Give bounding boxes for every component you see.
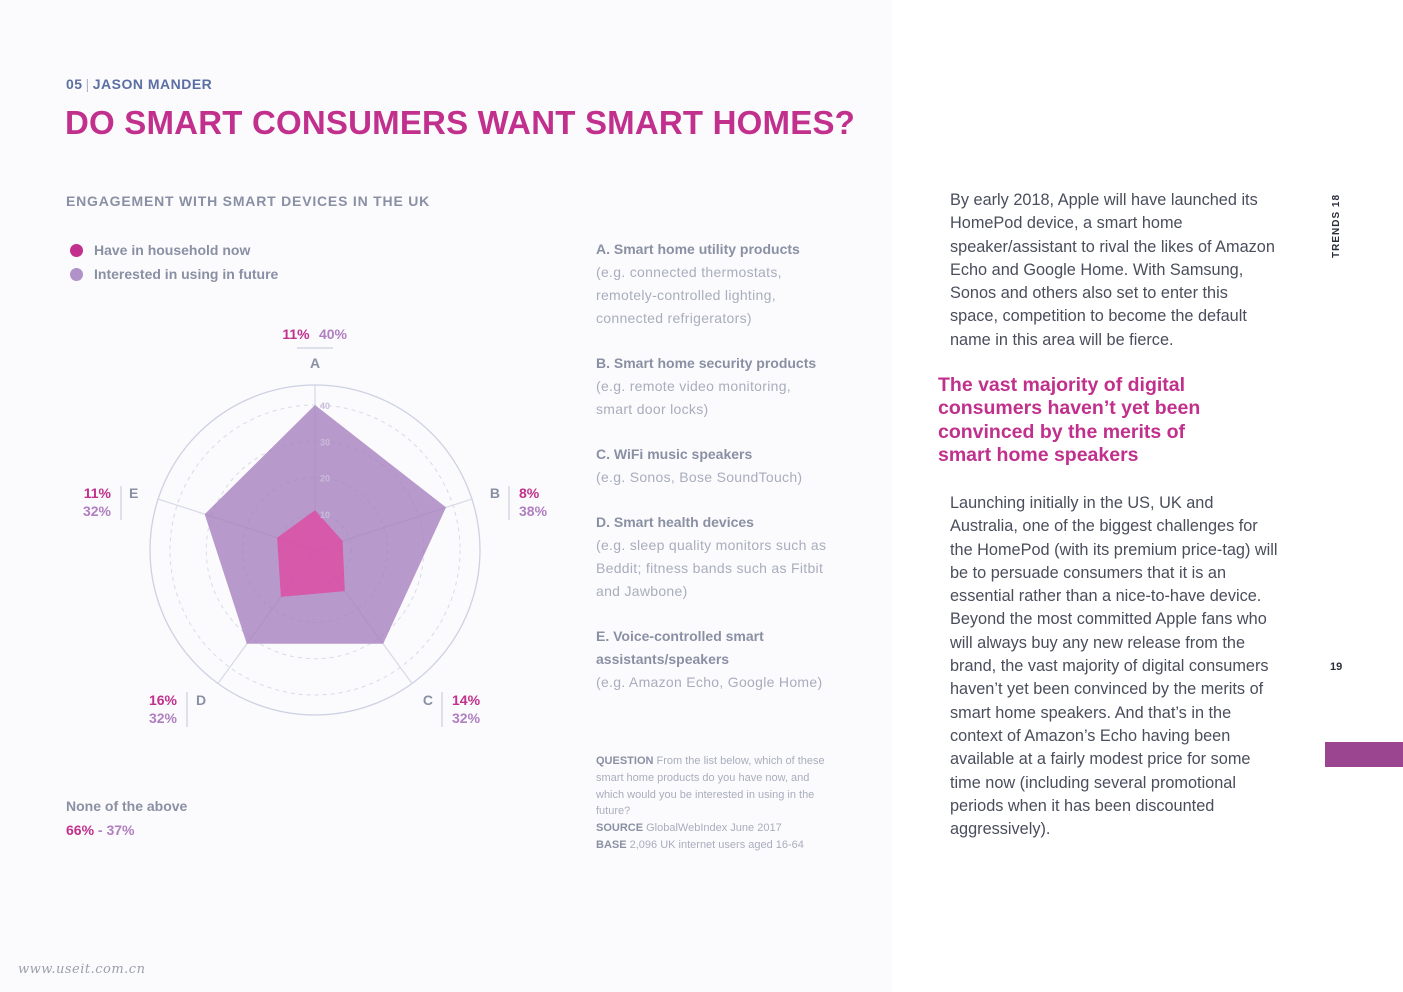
question-label: QUESTION [596, 755, 654, 767]
legend-label-future: Interested in using in future [94, 266, 279, 282]
category-description: (e.g. sleep quality monitors such as [596, 537, 827, 553]
none-now-value: 66% [66, 822, 95, 838]
page-number: 19 [1330, 661, 1343, 673]
article-body: Launching initially in the US, UK and Au… [950, 494, 1278, 839]
none-of-above-values: 66% - 37% [66, 822, 135, 838]
category-name: B. Smart home security products [596, 355, 817, 371]
pull-quote: The vast majority of digital consumers h… [938, 374, 1201, 467]
page-title: DO SMART CONSUMERS WANT SMART HOMES? [65, 104, 856, 141]
kicker: 05 | JASON MANDER [66, 76, 212, 92]
article-intro: By early 2018, Apple will have launched … [950, 191, 1275, 349]
publication-label: TRENDS 18 [1331, 193, 1342, 258]
chart-subtitle: ENGAGEMENT WITH SMART DEVICES IN THE UK [66, 193, 431, 209]
category-name: E. Voice-controlled smart assistants/spe… [596, 628, 764, 667]
value-label-c-future: 32% [452, 710, 481, 726]
category-item: E. Voice-controlled smart assistants/spe… [596, 625, 856, 694]
legend-item-now: Have in household now [70, 238, 278, 262]
radar-tick-label: 20 [320, 474, 330, 484]
category-item: D. Smart health devices (e.g. sleep quali… [596, 511, 856, 603]
value-label-d-now: 16% [149, 692, 178, 708]
category-description: smart door locks) [596, 401, 709, 417]
legend-label-now: Have in household now [94, 242, 251, 258]
category-description: (e.g. Amazon Echo, Google Home) [596, 674, 823, 690]
category-list: A. Smart home utility products (e.g. conn… [596, 238, 856, 716]
category-description: and Jawbone) [596, 583, 688, 599]
category-description: (e.g. remote video monitoring, [596, 378, 791, 394]
axis-label-d: D [196, 692, 206, 708]
category-name: C. WiFi music speakers [596, 446, 753, 462]
value-label-a-future: 40% [319, 326, 348, 342]
category-name: A. Smart home utility products [596, 241, 800, 257]
value-label-c-now: 14% [452, 692, 481, 708]
chart-panel [0, 0, 892, 992]
section-tab [1325, 742, 1403, 767]
kicker-separator: | [85, 76, 90, 92]
radar-tick-label: 30 [320, 437, 330, 447]
radar-tick-label: 40 [320, 401, 330, 411]
legend-dot-now [70, 243, 83, 257]
section-number: 05 [66, 76, 83, 92]
category-description: (e.g. connected thermostats, [596, 264, 782, 280]
legend-item-future: Interested in using in future [70, 262, 278, 286]
methodology-note: QUESTION From the list below, which of t… [596, 753, 826, 854]
source-label: SOURCE [596, 822, 644, 835]
value-label-e-now: 11% [84, 485, 112, 501]
watermark-text: www.useit.com.cn [18, 962, 146, 977]
category-name: D. Smart health devices [596, 514, 754, 530]
category-description: (e.g. Sonos, Bose SoundTouch) [596, 469, 803, 485]
value-label-b-now: 8% [519, 485, 540, 501]
value-label-e-future: 32% [83, 503, 112, 519]
axis-label-a: A [310, 355, 320, 371]
category-description: remotely-controlled lighting, [596, 287, 776, 303]
axis-label-b: B [490, 485, 500, 501]
base-text: 2,096 UK internet users aged 16-64 [629, 838, 804, 851]
value-label-a-now: 11% [282, 326, 310, 342]
category-item: B. Smart home security products (e.g. rem… [596, 352, 856, 421]
series-now-polygon [277, 510, 345, 597]
axis-label-c: C [423, 692, 433, 708]
author-name: JASON MANDER [92, 76, 213, 92]
none-of-above-label: None of the above [66, 798, 188, 814]
source-text: GlobalWebIndex June 2017 [646, 822, 782, 835]
legend-dot-future [70, 267, 83, 281]
none-future-value: 37% [106, 822, 135, 838]
category-description: Beddit; fitness bands such as Fitbit [596, 560, 824, 576]
chart-legend: Have in household now Interested in usin… [70, 238, 278, 286]
none-dash: - [94, 822, 107, 838]
value-label-b-future: 38% [519, 503, 548, 519]
question-text: From the list below, which of these smar… [596, 755, 825, 818]
value-label-d-future: 32% [149, 710, 178, 726]
axis-label-e: E [129, 485, 138, 501]
base-label: BASE [596, 838, 627, 851]
category-item: C. WiFi music speakers (e.g. Sonos, Bose … [596, 443, 856, 489]
radar-tick-label: 10 [320, 510, 330, 520]
category-item: A. Smart home utility products (e.g. conn… [596, 238, 856, 330]
category-description: connected refrigerators) [596, 310, 752, 326]
